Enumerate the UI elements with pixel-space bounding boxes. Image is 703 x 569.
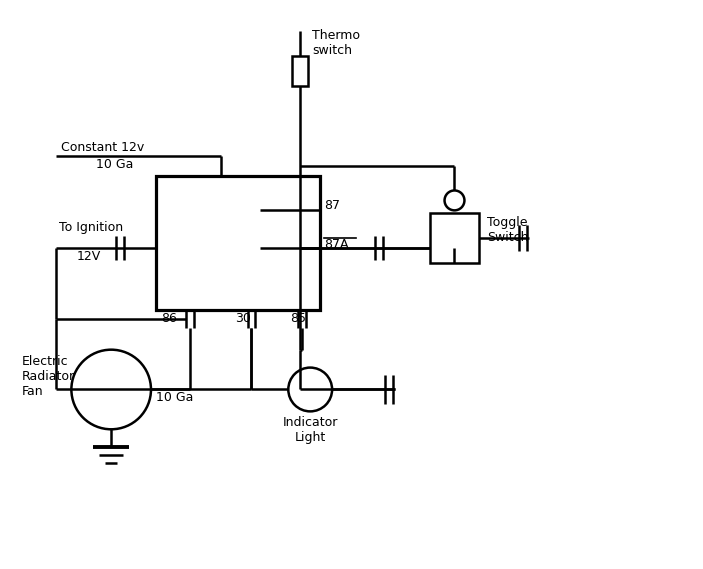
- Text: 12V: 12V: [77, 250, 101, 263]
- Text: 10 Ga: 10 Ga: [96, 158, 134, 171]
- Text: 86: 86: [161, 312, 177, 325]
- Bar: [156, 175, 320, 310]
- Text: 87A: 87A: [324, 238, 349, 251]
- Text: 30: 30: [236, 312, 252, 325]
- Bar: [292, 56, 308, 86]
- Text: 85: 85: [290, 312, 307, 325]
- Circle shape: [288, 368, 332, 411]
- Text: To Ignition: To Ignition: [60, 221, 124, 234]
- Text: 10 Ga: 10 Ga: [156, 391, 193, 405]
- Circle shape: [444, 191, 465, 211]
- Bar: [430, 213, 479, 263]
- Text: Indicator
Light: Indicator Light: [283, 417, 338, 444]
- Text: Thermo
switch: Thermo switch: [312, 29, 360, 57]
- Text: Electric
Radiator
Fan: Electric Radiator Fan: [22, 354, 75, 398]
- Text: Constant 12v: Constant 12v: [61, 141, 145, 154]
- Text: Toggle
Switch: Toggle Switch: [487, 216, 529, 244]
- Text: 87: 87: [324, 199, 340, 212]
- Circle shape: [72, 350, 151, 429]
